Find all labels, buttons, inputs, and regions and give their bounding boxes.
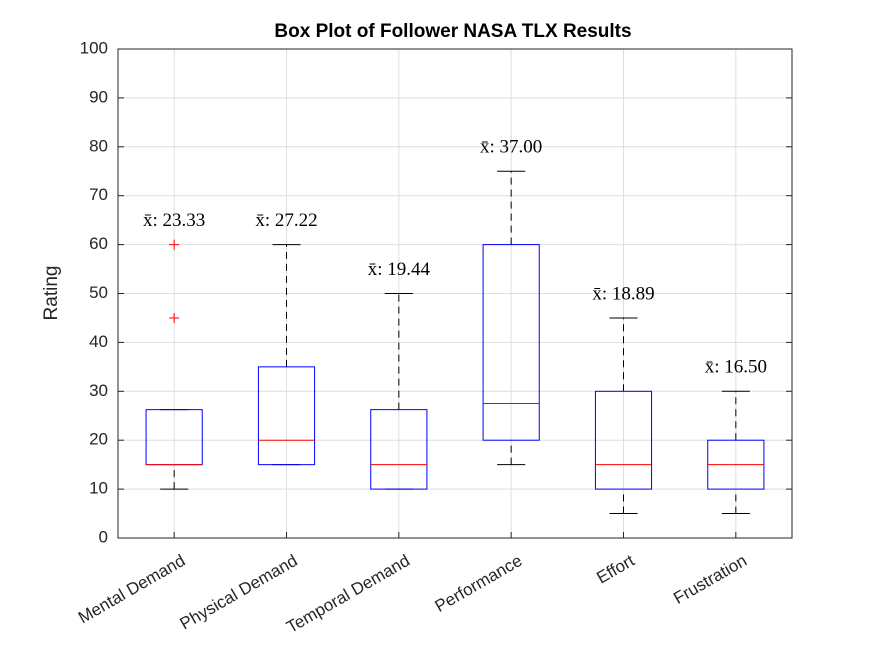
- y-tick-label: 80: [89, 136, 108, 155]
- y-tick-label: 50: [89, 283, 108, 302]
- chart-title: Box Plot of Follower NASA TLX Results: [274, 21, 631, 42]
- y-tick-label: 0: [99, 527, 108, 546]
- box: [257, 366, 316, 466]
- y-tick-label: 20: [89, 430, 108, 449]
- plot-frame: [117, 48, 793, 539]
- y-tick-label: 70: [89, 185, 108, 204]
- box: [594, 390, 653, 490]
- mean-label: x̄: 18.89: [592, 283, 654, 304]
- y-tick-label: 90: [89, 87, 108, 106]
- y-axis-label: Rating: [41, 266, 62, 321]
- mean-label: x̄: 27.22: [255, 210, 317, 231]
- box: [482, 244, 540, 441]
- outlier: [169, 312, 180, 323]
- y-tick-label: 40: [89, 332, 108, 351]
- y-tick-label: 100: [80, 38, 108, 57]
- mean-label: x̄: 16.50: [705, 357, 767, 378]
- mean-label: x̄: 23.33: [143, 210, 205, 231]
- mean-label: x̄: 19.44: [368, 259, 431, 280]
- y-tick-label: 30: [89, 381, 108, 400]
- mean-label: x̄: 37.00: [480, 137, 542, 158]
- outlier: [169, 239, 180, 250]
- box: [370, 409, 428, 490]
- y-tick-label: 10: [89, 479, 108, 498]
- y-tick-label: 60: [89, 234, 108, 253]
